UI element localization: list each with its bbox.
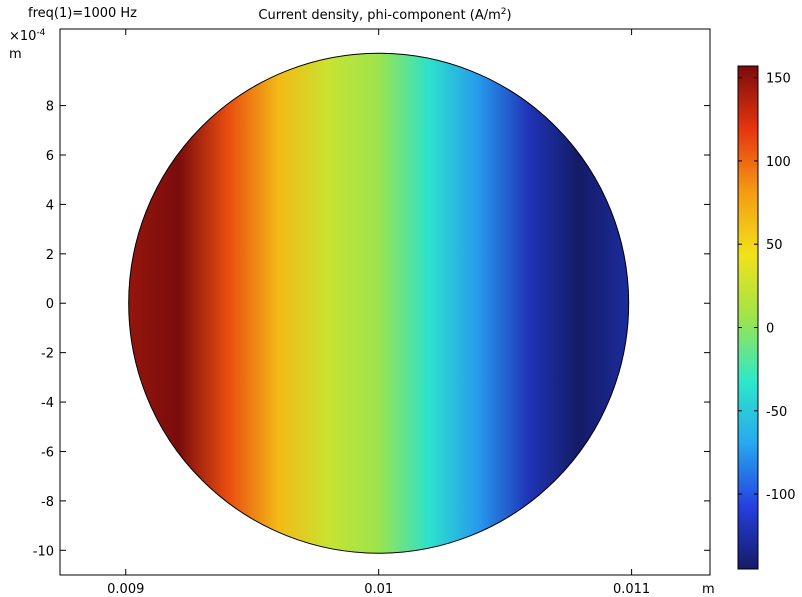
y-tick-label: 8 bbox=[46, 100, 54, 115]
y-tick-label: -8 bbox=[41, 495, 54, 510]
colorbar-tick-label: 100 bbox=[766, 155, 791, 170]
y-tick-label: 4 bbox=[46, 198, 54, 213]
y-tick-label: 2 bbox=[46, 248, 54, 263]
y-tick-label: -10 bbox=[33, 544, 54, 559]
chart-title: Current density, phi-component (A/m2) bbox=[258, 7, 511, 23]
y-tick-label: -6 bbox=[41, 445, 54, 460]
colorbar-tick-label: -100 bbox=[766, 488, 796, 503]
y-tick-label: 6 bbox=[46, 149, 54, 164]
colorbar-tick-label: 0 bbox=[766, 321, 774, 336]
colorbar-tick-label: 150 bbox=[766, 72, 791, 87]
y-tick-label: -2 bbox=[41, 347, 54, 362]
y-unit-label: m bbox=[9, 47, 22, 62]
colorbar-ticks: 150 100 50 0 -50 -100 bbox=[738, 72, 796, 503]
y-axis-ticks: -10 -8 -6 -4 -2 0 2 4 6 8 bbox=[33, 100, 710, 559]
y-tick-label: 0 bbox=[46, 297, 54, 312]
colorbar-tick-label: -50 bbox=[766, 405, 787, 420]
x-tick-label: 0.01 bbox=[364, 582, 393, 597]
y-tick-label: -4 bbox=[41, 396, 54, 411]
field-domain bbox=[128, 52, 630, 554]
colorbar-tick-label: 50 bbox=[766, 238, 783, 253]
x-unit-label: m bbox=[702, 582, 715, 597]
y-scale-label: ×10-4 bbox=[9, 28, 46, 44]
x-axis-ticks: 0.009 0.01 0.011 bbox=[107, 29, 650, 597]
x-tick-label: 0.009 bbox=[107, 582, 144, 597]
x-tick-label: 0.011 bbox=[613, 582, 650, 597]
field-domain-group bbox=[128, 52, 630, 554]
parameter-label: freq(1)=1000 Hz bbox=[28, 6, 137, 21]
colorbar bbox=[737, 65, 759, 570]
